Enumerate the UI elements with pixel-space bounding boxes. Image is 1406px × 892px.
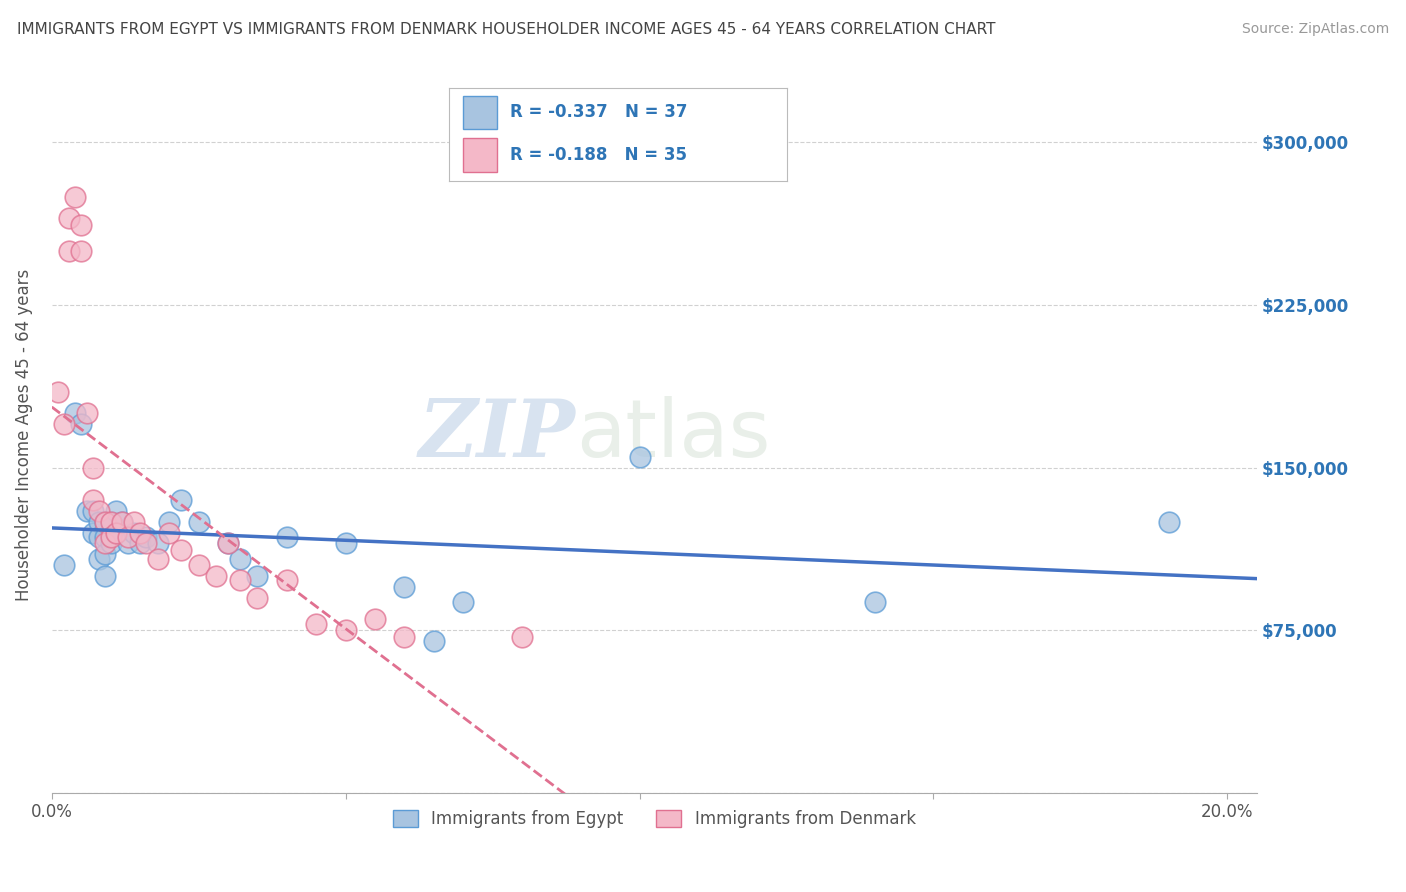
Point (335, 536, 357, 550)
Point (111, 515, 134, 529)
Point (117, 536, 139, 550)
Point (146, 551, 169, 566)
Point (111, 515, 134, 529)
Point (229, 574, 252, 588)
Point (217, 536, 239, 550)
Point (229, 551, 252, 566)
Point (52, 417, 75, 432)
Point (87, 515, 110, 529)
Point (70, 417, 93, 432)
Point (451, 595, 474, 609)
Point (87, 504, 110, 518)
Point (100, 536, 122, 550)
Point (187, 515, 209, 529)
Point (93, 530, 115, 544)
Point (129, 536, 152, 550)
Point (510, 630, 533, 644)
Point (105, 504, 128, 518)
Point (187, 558, 209, 573)
Text: Source: ZipAtlas.com: Source: ZipAtlas.com (1241, 22, 1389, 37)
Point (82, 493, 104, 508)
Point (82, 525, 104, 540)
Point (1157, 515, 1180, 529)
Point (394, 630, 416, 644)
Point (100, 530, 122, 544)
Point (100, 515, 122, 529)
Legend: Immigrants from Egypt, Immigrants from Denmark: Immigrants from Egypt, Immigrants from D… (385, 803, 922, 834)
Y-axis label: Householder Income Ages 45 - 64 years: Householder Income Ages 45 - 64 years (15, 268, 32, 601)
Point (76, 504, 98, 518)
Point (105, 525, 128, 540)
Point (52, 558, 75, 573)
Point (135, 530, 157, 544)
Point (246, 569, 269, 583)
Point (863, 595, 886, 609)
Point (276, 574, 298, 588)
Point (135, 536, 157, 550)
Point (157, 515, 180, 529)
Point (423, 634, 446, 648)
Text: ZIP: ZIP (419, 396, 576, 474)
Point (129, 525, 152, 540)
Point (205, 569, 228, 583)
Point (394, 580, 416, 594)
Point (70, 218, 93, 232)
Point (93, 536, 115, 550)
Point (217, 536, 239, 550)
Point (70, 244, 93, 258)
Point (76, 406, 98, 420)
Point (628, 450, 651, 464)
Point (58, 244, 80, 258)
Point (170, 542, 193, 557)
Point (82, 460, 104, 475)
Point (364, 612, 387, 626)
Point (246, 591, 269, 605)
Point (146, 536, 169, 550)
Point (46, 384, 69, 399)
Point (93, 515, 115, 529)
Point (276, 530, 298, 544)
Point (65, 189, 87, 203)
Point (87, 530, 110, 544)
Point (122, 515, 145, 529)
Point (157, 525, 180, 540)
Point (93, 547, 115, 561)
Point (87, 551, 110, 566)
Point (122, 525, 145, 540)
Point (58, 211, 80, 226)
Point (117, 530, 139, 544)
Point (105, 525, 128, 540)
Point (100, 515, 122, 529)
Point (93, 569, 115, 583)
Point (170, 493, 193, 508)
Text: atlas: atlas (576, 396, 770, 474)
Point (65, 406, 87, 420)
Point (305, 616, 328, 631)
Point (335, 623, 357, 637)
Text: IMMIGRANTS FROM EGYPT VS IMMIGRANTS FROM DENMARK HOUSEHOLDER INCOME AGES 45 - 64: IMMIGRANTS FROM EGYPT VS IMMIGRANTS FROM… (17, 22, 995, 37)
Point (93, 515, 115, 529)
Point (82, 504, 104, 518)
